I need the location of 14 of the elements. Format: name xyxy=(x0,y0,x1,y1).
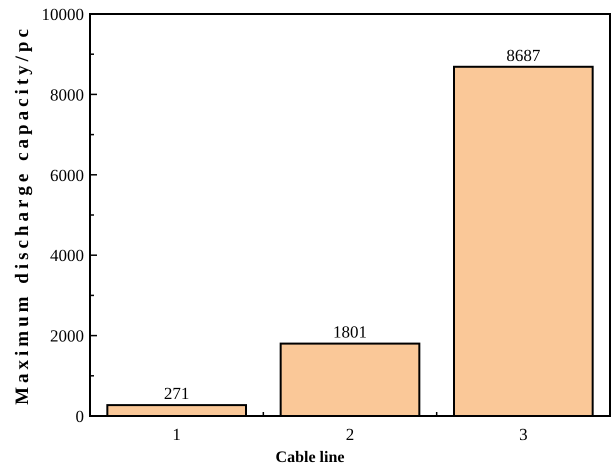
x-tick-label: 2 xyxy=(346,425,354,444)
y-axis-title: Maximum discharge capacity/pc xyxy=(12,25,33,405)
y-tick-label: 2000 xyxy=(50,326,84,346)
x-tick-label: 3 xyxy=(519,425,528,444)
y-tick-label: 10000 xyxy=(42,4,84,24)
data-label: 271 xyxy=(164,384,190,404)
x-tick-label: 1 xyxy=(172,425,181,444)
data-label: 1801 xyxy=(333,322,367,342)
data-label: 8687 xyxy=(506,46,541,65)
y-tick-label: 0 xyxy=(76,406,84,426)
y-tick-label: 4000 xyxy=(50,246,84,266)
y-tick-label: 6000 xyxy=(50,166,84,185)
x-axis-title: Cable line xyxy=(276,449,344,466)
y-tick-label: 8000 xyxy=(50,85,84,104)
